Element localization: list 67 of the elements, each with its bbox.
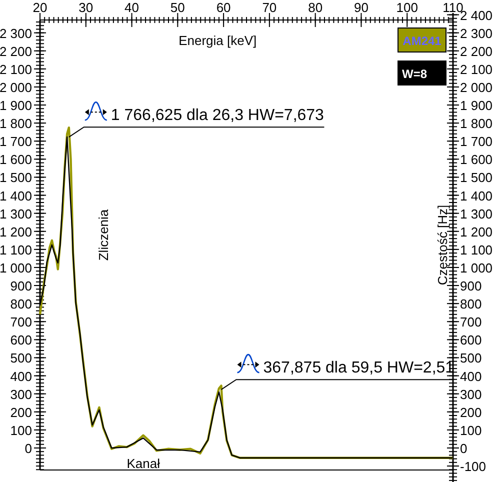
x-tick-label: 60 xyxy=(216,0,231,15)
y2-tick-label: 2 100 xyxy=(460,62,493,77)
annotation: Kanał xyxy=(126,456,160,471)
y-tick-label: 1 500 xyxy=(0,170,32,186)
y2-tick-label: 1 200 xyxy=(460,224,493,240)
x-tick-label: 20 xyxy=(32,0,48,15)
y-tick-label: 900 xyxy=(10,278,32,294)
y2-tick-label: 1 100 xyxy=(460,242,493,258)
text: W=8 xyxy=(402,67,428,81)
y-tick-label: 200 xyxy=(10,404,32,420)
y2-tick-label: 1 400 xyxy=(460,188,493,204)
y2-tick-label: 1 600 xyxy=(460,152,493,168)
y-tick-label: 400 xyxy=(10,368,32,384)
y-tick-label: 300 xyxy=(10,386,32,402)
y2-tick-label: 1 500 xyxy=(460,170,493,186)
x-tick-label: 70 xyxy=(262,0,277,15)
y2-tick-label: 1 900 xyxy=(460,98,493,114)
y-tick-label: 2 300 xyxy=(0,26,32,41)
x-tick-label: 50 xyxy=(170,0,185,15)
y-tick-label: 2 200 xyxy=(0,44,32,59)
y2-tick-label: 600 xyxy=(460,332,482,348)
y-axis-title: Zliczenia xyxy=(96,208,111,261)
y2-tick-label: 900 xyxy=(460,278,482,294)
y-tick-label: 1 900 xyxy=(0,98,32,114)
y2-tick-label: 1 000 xyxy=(460,260,493,276)
text: AM241 xyxy=(402,34,442,48)
y-tick-label: 1 100 xyxy=(0,242,32,258)
y-tick-label: 0 xyxy=(24,440,32,456)
y-tick-label: 1 800 xyxy=(0,116,32,132)
y2-tick-label: 200 xyxy=(460,404,482,420)
y-tick-label: 1 300 xyxy=(0,206,32,222)
y2-axis-title: Częstość [Hz] xyxy=(435,204,450,286)
y-tick-label: 1 700 xyxy=(0,134,32,150)
y2-tick-label: 1 800 xyxy=(460,116,493,132)
x-tick-label: 100 xyxy=(396,0,418,15)
x-tick-label: 40 xyxy=(124,0,140,15)
y2-tick-label: -100 xyxy=(460,459,486,474)
x-tick-label: 30 xyxy=(78,0,94,15)
y-tick-label: 500 xyxy=(10,350,32,366)
y2-tick-label: 800 xyxy=(460,296,482,312)
y2-tick-label: 300 xyxy=(460,386,482,402)
y2-tick-label: 2 200 xyxy=(460,44,493,59)
y-tick-label: 2 100 xyxy=(0,62,32,77)
x-axis-title: Energia [keV] xyxy=(178,33,257,48)
y2-tick-label: 400 xyxy=(460,368,482,384)
annotation: 1 766,625 dla 26,3 HW=7,673 xyxy=(110,107,324,124)
x-tick-label: 90 xyxy=(354,0,368,15)
y-tick-label: 1 600 xyxy=(0,152,32,168)
y-tick-label: 800 xyxy=(10,296,32,312)
x-tick-label: 110 xyxy=(442,0,464,15)
y-tick-label: 1 000 xyxy=(0,260,32,276)
y2-tick-label: 2 300 xyxy=(460,26,493,41)
y2-tick-label: 2 000 xyxy=(460,80,493,95)
y-tick-label: 600 xyxy=(10,332,32,348)
y2-tick-label: 100 xyxy=(460,422,482,438)
y-tick-label: 2 000 xyxy=(0,80,32,95)
y-tick-label: 100 xyxy=(10,422,32,438)
x-tick-label: 80 xyxy=(308,0,323,15)
y-tick-label: 1 200 xyxy=(0,224,32,240)
y-tick-label: 1 400 xyxy=(0,188,32,204)
y2-tick-label: 1 300 xyxy=(460,206,493,222)
y2-tick-label: 500 xyxy=(460,350,482,366)
y-tick-label: 700 xyxy=(10,314,32,330)
annotation: 367,875 dla 59,5 HW=2,51 xyxy=(263,360,454,377)
y2-tick-label: 1 700 xyxy=(460,134,493,150)
y2-tick-label: 700 xyxy=(460,314,482,330)
y2-tick-label: 0 xyxy=(460,440,468,456)
